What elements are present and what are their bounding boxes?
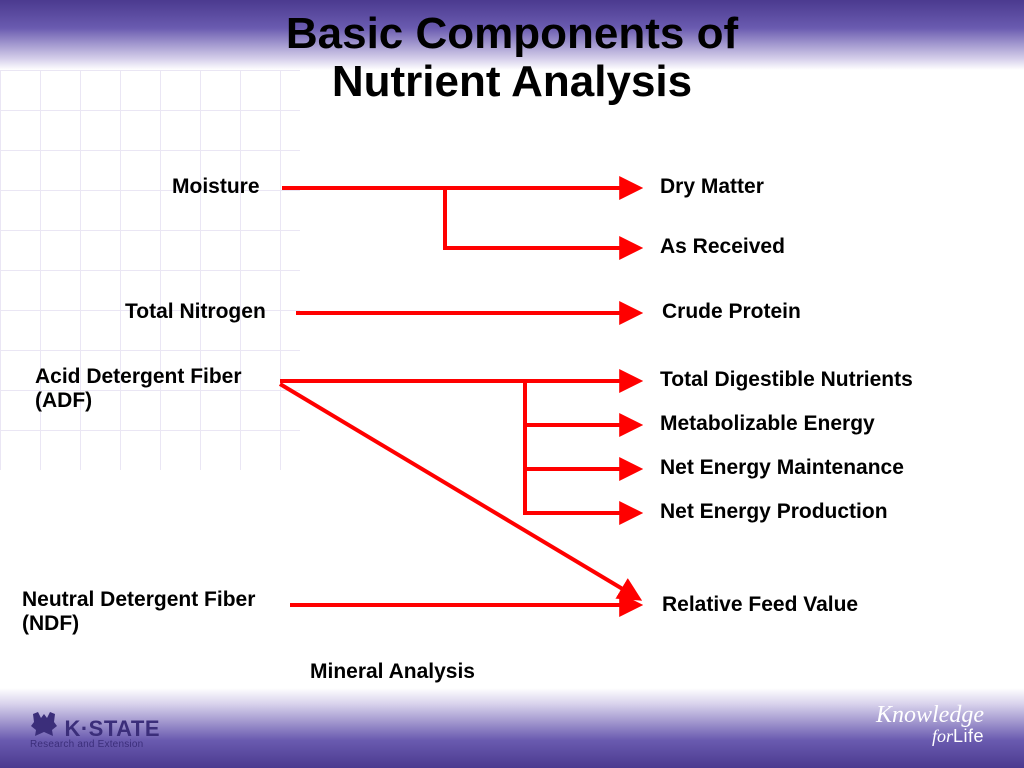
kstate-wordmark: K·STATE	[64, 716, 160, 741]
tagline-knowledge: Knowledge	[876, 703, 984, 727]
title-line-2: Nutrient Analysis	[0, 58, 1024, 106]
branch-to-me	[525, 381, 636, 425]
label-me: Metabolizable Energy	[660, 412, 875, 436]
label-nem: Net Energy Maintenance	[660, 456, 904, 480]
label-tdn: Total Digestible Nutrients	[660, 368, 913, 392]
label-dry-matter: Dry Matter	[660, 175, 764, 199]
label-crude-protein: Crude Protein	[662, 300, 801, 324]
branch-to-nem	[525, 425, 636, 469]
label-adf: Acid Detergent Fiber (ADF)	[35, 365, 242, 413]
label-ndf: Neutral Detergent Fiber (NDF)	[22, 588, 255, 636]
label-total-nitrogen: Total Nitrogen	[125, 300, 266, 324]
label-mineral: Mineral Analysis	[310, 660, 475, 684]
title-line-1: Basic Components of	[0, 10, 1024, 58]
label-adf-line2: (ADF)	[35, 389, 92, 412]
slide-title: Basic Components of Nutrient Analysis	[0, 10, 1024, 107]
tagline-life: Life	[953, 726, 984, 746]
wildcat-icon	[30, 712, 58, 740]
label-ndf-line2: (NDF)	[22, 612, 79, 635]
kstate-subtext: Research and Extension	[30, 740, 160, 750]
label-rfv: Relative Feed Value	[662, 593, 858, 617]
label-ndf-line1: Neutral Detergent Fiber	[22, 588, 255, 611]
branch-to-asrecv	[445, 188, 636, 248]
kstate-logo: K·STATE Research and Extension	[30, 712, 160, 750]
tagline-for: for	[932, 726, 953, 746]
label-adf-line1: Acid Detergent Fiber	[35, 365, 242, 388]
label-moisture: Moisture	[172, 175, 260, 199]
label-as-received: As Received	[660, 235, 785, 259]
branch-to-nep	[525, 469, 636, 513]
tagline: Knowledge forLife	[876, 703, 984, 746]
label-nep: Net Energy Production	[660, 500, 888, 524]
adf-diag-to-rfv	[280, 384, 636, 597]
arrow-group	[280, 188, 636, 605]
